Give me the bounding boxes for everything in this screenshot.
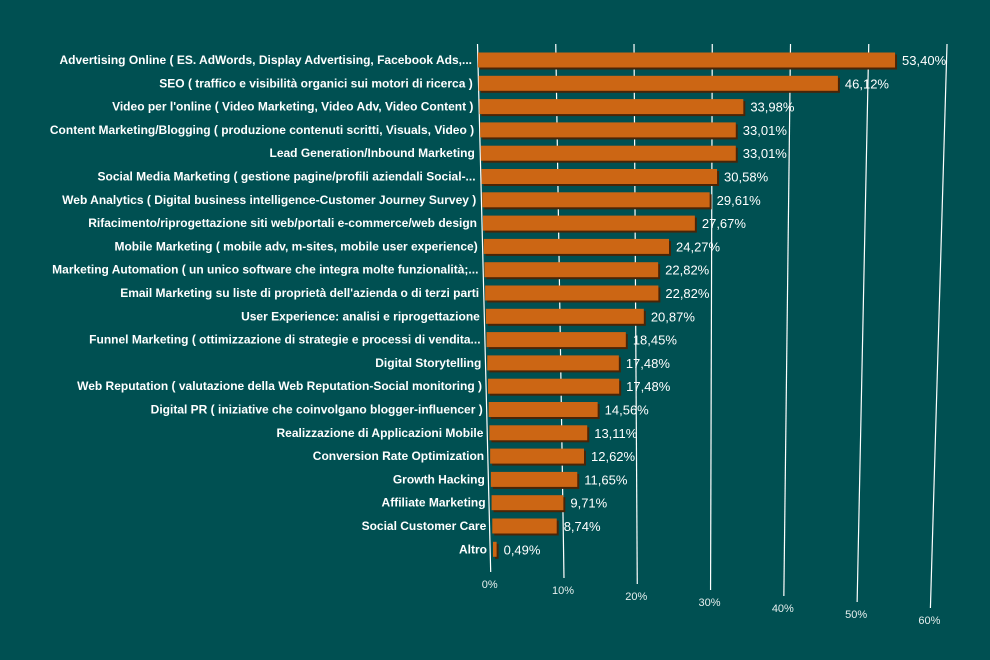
bars [478, 53, 897, 559]
category-label: SEO ( traffico e visibilità organici sui… [159, 76, 472, 90]
bar [491, 472, 577, 487]
value-label: 14,56% [605, 403, 650, 418]
gridline [857, 44, 869, 602]
bar [493, 542, 497, 557]
bar [492, 519, 556, 534]
bar [492, 495, 564, 510]
gridline [930, 44, 947, 608]
category-label: Video per l'online ( Video Marketing, Vi… [112, 100, 473, 114]
category-label: Social Customer Care [362, 519, 487, 533]
value-label: 33,01% [743, 146, 788, 161]
value-label: 11,65% [584, 472, 628, 487]
value-label: 29,61% [717, 193, 762, 208]
value-label: 9,71% [570, 496, 607, 511]
tick-label: 0% [482, 579, 498, 591]
category-label: Web Reputation ( valutazione della Web R… [77, 379, 482, 393]
category-label: Content Marketing/Blogging ( produzione … [50, 123, 474, 137]
category-label: Conversion Rate Optimization [313, 449, 484, 463]
bar [484, 239, 669, 254]
value-label: 33,98% [750, 100, 795, 115]
value-label: 27,67% [702, 216, 747, 231]
value-label: 17,48% [626, 379, 671, 394]
category-label: Mobile Marketing ( mobile adv, m-sites, … [114, 239, 477, 253]
category-label: Email Marketing su liste di proprietà de… [120, 286, 479, 300]
category-labels: Advertising Online ( ES. AdWords, Displa… [50, 53, 487, 556]
category-label: Funnel Marketing ( ottimizzazione di str… [89, 333, 480, 347]
bar [490, 449, 584, 464]
category-label: Digital PR ( iniziative che coinvolgano … [151, 403, 483, 417]
category-label: Growth Hacking [393, 472, 485, 486]
bar [478, 53, 895, 68]
bar [479, 99, 743, 114]
category-label: Realizzazione di Applicazioni Mobile [277, 426, 484, 440]
tick-label: 40% [772, 603, 794, 615]
bar [479, 76, 838, 91]
category-label: Social Media Marketing ( gestione pagine… [97, 170, 475, 184]
value-label: 53,40% [902, 53, 947, 68]
value-label: 17,48% [626, 356, 671, 371]
category-label: Advertising Online ( ES. AdWords, Displa… [59, 53, 472, 67]
value-label: 22,82% [665, 286, 710, 301]
tick-label: 10% [552, 585, 574, 597]
category-label: Lead Generation/Inbound Marketing [269, 146, 474, 160]
bar [484, 262, 658, 277]
tick-label: 60% [918, 615, 940, 627]
category-label: Digital Storytelling [375, 356, 481, 370]
tick-label: 50% [845, 609, 867, 621]
x-axis-ticks: 0% 10% 20% 30% 40% 50% 60% [482, 579, 941, 627]
bar [488, 379, 619, 394]
category-label: Web Analytics ( Digital business intelli… [62, 193, 476, 207]
category-label: Rifacimento/riprogettazione siti web/por… [88, 216, 477, 230]
bar [487, 332, 626, 347]
bar [485, 286, 658, 301]
value-label: 12,62% [591, 449, 636, 464]
value-label: 20,87% [651, 309, 696, 324]
bar [483, 216, 695, 231]
value-label: 30,58% [724, 170, 769, 185]
value-label: 22,82% [665, 263, 710, 278]
value-label: 24,27% [676, 239, 721, 254]
bar [489, 402, 598, 417]
value-label: 18,45% [633, 333, 678, 348]
bar [482, 169, 717, 184]
value-label: 0,49% [504, 542, 541, 557]
category-label: User Experience: analisi e riprogettazio… [241, 309, 480, 323]
tick-label: 20% [625, 591, 647, 603]
bar [487, 355, 619, 370]
bar [489, 425, 587, 440]
category-label: Affiliate Marketing [382, 496, 486, 510]
value-label: 13,11% [594, 426, 638, 441]
value-label: 33,01% [743, 123, 788, 138]
tick-label: 30% [699, 597, 721, 609]
bar [482, 192, 709, 207]
bar [481, 146, 736, 161]
bar [480, 122, 736, 137]
value-label: 46,12% [845, 76, 890, 91]
category-label: Marketing Automation ( un unico software… [52, 263, 478, 277]
value-label: 8,74% [564, 519, 601, 534]
category-label: Altro [459, 542, 487, 556]
bar [486, 309, 644, 324]
